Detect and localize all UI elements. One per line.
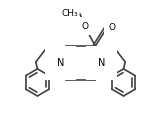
Text: N: N (98, 58, 105, 68)
Text: N: N (57, 58, 64, 68)
Text: O: O (109, 23, 116, 31)
Text: O: O (81, 22, 88, 31)
Text: CH₃: CH₃ (62, 9, 78, 18)
